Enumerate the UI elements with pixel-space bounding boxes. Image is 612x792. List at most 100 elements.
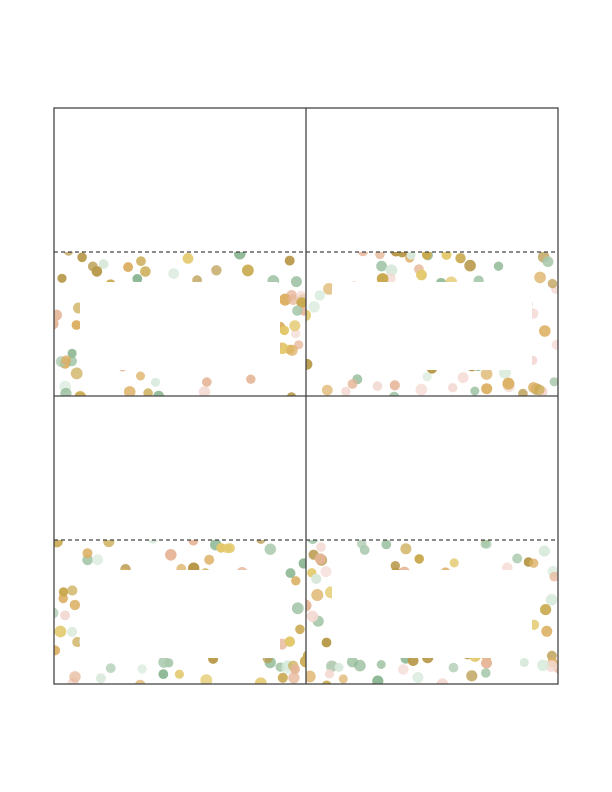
- confetti-dot: [296, 297, 306, 308]
- confetti-dot: [347, 379, 358, 389]
- confetti-dot: [98, 259, 109, 269]
- confetti-dot: [140, 266, 151, 277]
- confetti-dot: [200, 674, 213, 684]
- confetti-dot: [538, 545, 551, 557]
- confetti-dot: [143, 388, 153, 396]
- confetti-dot: [481, 668, 491, 678]
- confetti-dot: [448, 662, 459, 673]
- confetti-dot: [389, 391, 400, 396]
- confetti-dot: [202, 377, 212, 387]
- confetti-dot: [359, 545, 370, 555]
- confetti-dot: [376, 260, 387, 272]
- confetti-dot: [91, 266, 103, 277]
- confetti-dot: [67, 585, 78, 596]
- confetti-dot: [341, 386, 351, 396]
- confetti-dot: [69, 599, 81, 611]
- confetti-dot: [519, 657, 529, 668]
- confetti-dot: [412, 672, 424, 683]
- confetti-dot: [324, 669, 335, 679]
- confetti-dot: [70, 367, 83, 380]
- confetti-dot: [285, 568, 296, 579]
- confetti-dot: [292, 305, 303, 316]
- confetti-dot: [153, 390, 165, 396]
- confetti-dot: [291, 576, 301, 586]
- confetti-dot: [58, 587, 69, 597]
- confetti-dot: [71, 320, 82, 330]
- confetti-dot: [326, 660, 338, 672]
- confetti-dot: [123, 386, 136, 396]
- confetti-dot: [480, 368, 493, 380]
- confetti-dot: [321, 384, 333, 396]
- confetti-dot: [306, 599, 312, 612]
- confetti-panel: [54, 540, 306, 684]
- confetti-dot: [493, 261, 504, 271]
- confetti-dot: [481, 657, 492, 669]
- confetti-dot: [168, 268, 180, 279]
- confetti-dot: [375, 252, 385, 260]
- confetti-dot: [306, 670, 316, 683]
- card-outlines: [53, 107, 559, 685]
- confetti-dot: [539, 325, 551, 337]
- confetti-dot: [211, 265, 222, 276]
- confetti-panel: [54, 252, 306, 396]
- confetti-dot: [291, 328, 301, 339]
- confetti-dot: [287, 294, 299, 305]
- confetti-dot: [314, 553, 326, 565]
- confetti-dot: [134, 679, 146, 684]
- confetti-dot: [311, 589, 324, 601]
- confetti-dot: [372, 675, 384, 684]
- confetti-dot: [182, 253, 194, 264]
- confetti-dot: [54, 540, 63, 548]
- confetti-dot: [311, 573, 322, 585]
- confetti-dot: [295, 624, 305, 635]
- confetti-dot: [376, 660, 386, 669]
- confetti-dot: [512, 553, 523, 564]
- confetti-dot: [323, 283, 335, 295]
- confetti-dot: [338, 674, 348, 684]
- confetti-dot: [422, 252, 432, 260]
- confetti-dot: [136, 256, 146, 267]
- confetti-dot: [466, 670, 478, 682]
- confetti-dot: [541, 625, 553, 637]
- confetti-dot: [284, 636, 295, 647]
- confetti-dot: [165, 549, 177, 561]
- confetti-dot: [54, 645, 61, 656]
- confetti-dot: [547, 278, 558, 289]
- fold-lines: [54, 251, 558, 541]
- confetti-dot: [549, 571, 558, 582]
- confetti-dot: [256, 540, 266, 544]
- confetti-layer: [54, 252, 558, 684]
- name-area: [332, 282, 532, 370]
- confetti-dot: [549, 377, 558, 387]
- confetti-dot: [448, 383, 458, 393]
- confetti-dot: [306, 309, 311, 322]
- confetti-dot: [67, 626, 78, 638]
- confetti-dot: [74, 391, 87, 396]
- confetti-dot: [322, 680, 332, 684]
- confetti-dot: [441, 252, 452, 260]
- confetti-dot: [398, 664, 409, 675]
- confetti-dot: [57, 273, 67, 283]
- confetti-dot: [234, 252, 246, 260]
- confetti-dot: [204, 554, 215, 565]
- confetti-dot: [290, 276, 302, 288]
- confetti-dot: [132, 274, 143, 284]
- confetti-dot: [254, 677, 267, 684]
- confetti-dot: [308, 301, 320, 313]
- confetti-dot: [136, 371, 145, 381]
- confetti-dot: [307, 540, 318, 545]
- confetti-dot: [103, 540, 115, 548]
- confetti-dot: [357, 252, 369, 257]
- confetti-dot: [381, 540, 392, 550]
- confetti-dot: [372, 381, 383, 392]
- confetti-dot: [54, 318, 59, 330]
- confetti-dot: [542, 256, 554, 268]
- confetti-dot: [290, 664, 300, 675]
- confetti-dot: [518, 388, 528, 396]
- confetti-dot: [242, 264, 254, 277]
- confetti-dot: [188, 540, 199, 546]
- confetti-dot: [82, 548, 93, 559]
- confetti-dot: [298, 558, 306, 569]
- confetti-dot: [537, 659, 549, 672]
